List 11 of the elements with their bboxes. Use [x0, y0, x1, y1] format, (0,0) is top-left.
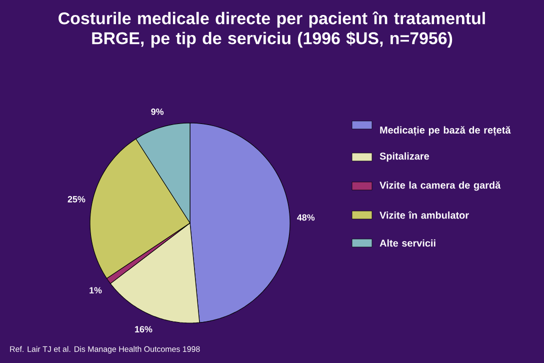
data-label: 48%: [297, 214, 315, 221]
legend-label: Vizite în ambulator: [380, 211, 469, 219]
legend-label: Alte servicii: [380, 239, 436, 247]
legend-label: Medicație pe bază de rețetă: [380, 126, 511, 136]
data-label: 25%: [68, 196, 86, 202]
chart-title: Costurile medicale directe per pacient în tratamentul BRGE, pe tip de serviciu (1996 $US, n=7956): [58, 12, 485, 48]
data-label: 1%: [90, 287, 102, 294]
legend-label: Spitalizare: [380, 152, 430, 162]
legend-label: Vizite la camera de gardă: [380, 181, 501, 191]
data-label: 16%: [135, 326, 152, 332]
data-label: 9%: [151, 108, 164, 115]
